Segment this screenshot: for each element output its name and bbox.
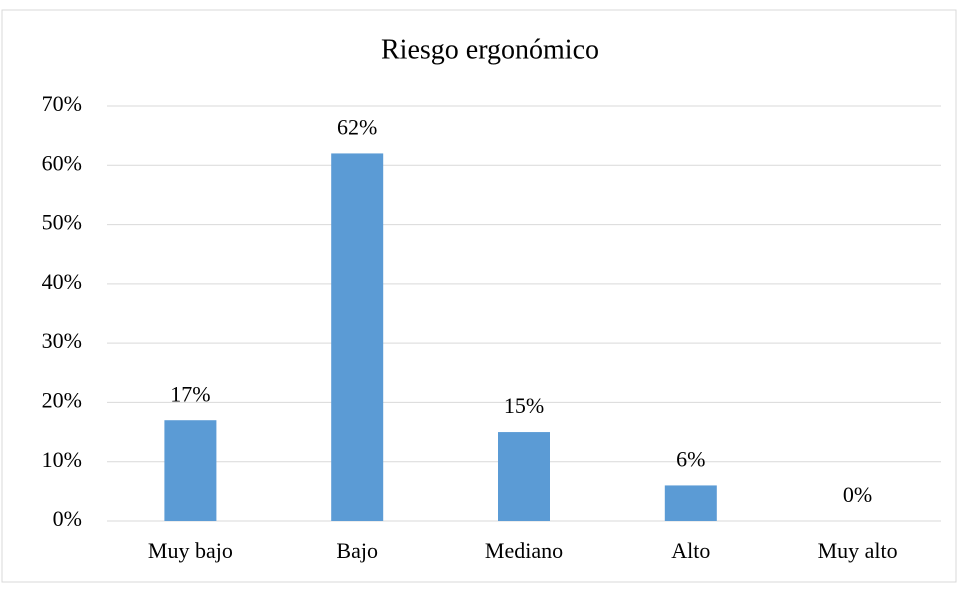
value-label: 62% xyxy=(337,114,377,139)
y-tick-label: 40% xyxy=(42,269,82,294)
value-label: 17% xyxy=(170,381,210,406)
x-tick-label: Bajo xyxy=(336,538,378,563)
value-label: 15% xyxy=(504,393,544,418)
y-tick-label: 30% xyxy=(42,328,82,353)
bar xyxy=(331,153,384,521)
y-tick-label: 0% xyxy=(53,506,82,531)
chart-border xyxy=(1,9,957,583)
y-tick-label: 50% xyxy=(42,210,82,235)
x-tick-label: Mediano xyxy=(485,538,563,563)
x-tick-label: Muy alto xyxy=(818,538,898,563)
x-tick-label: Muy bajo xyxy=(148,538,233,563)
bar xyxy=(164,420,217,521)
chart-title: Riesgo ergonómico xyxy=(381,34,599,65)
y-tick-label: 70% xyxy=(42,91,82,116)
bar xyxy=(498,432,550,521)
y-tick-label: 60% xyxy=(42,150,82,175)
value-label: 6% xyxy=(676,446,705,471)
x-tick-label: Alto xyxy=(671,538,710,563)
value-label: 0% xyxy=(843,482,872,507)
bar xyxy=(664,485,717,521)
y-tick-label: 10% xyxy=(42,447,82,472)
y-tick-label: 20% xyxy=(42,387,82,412)
